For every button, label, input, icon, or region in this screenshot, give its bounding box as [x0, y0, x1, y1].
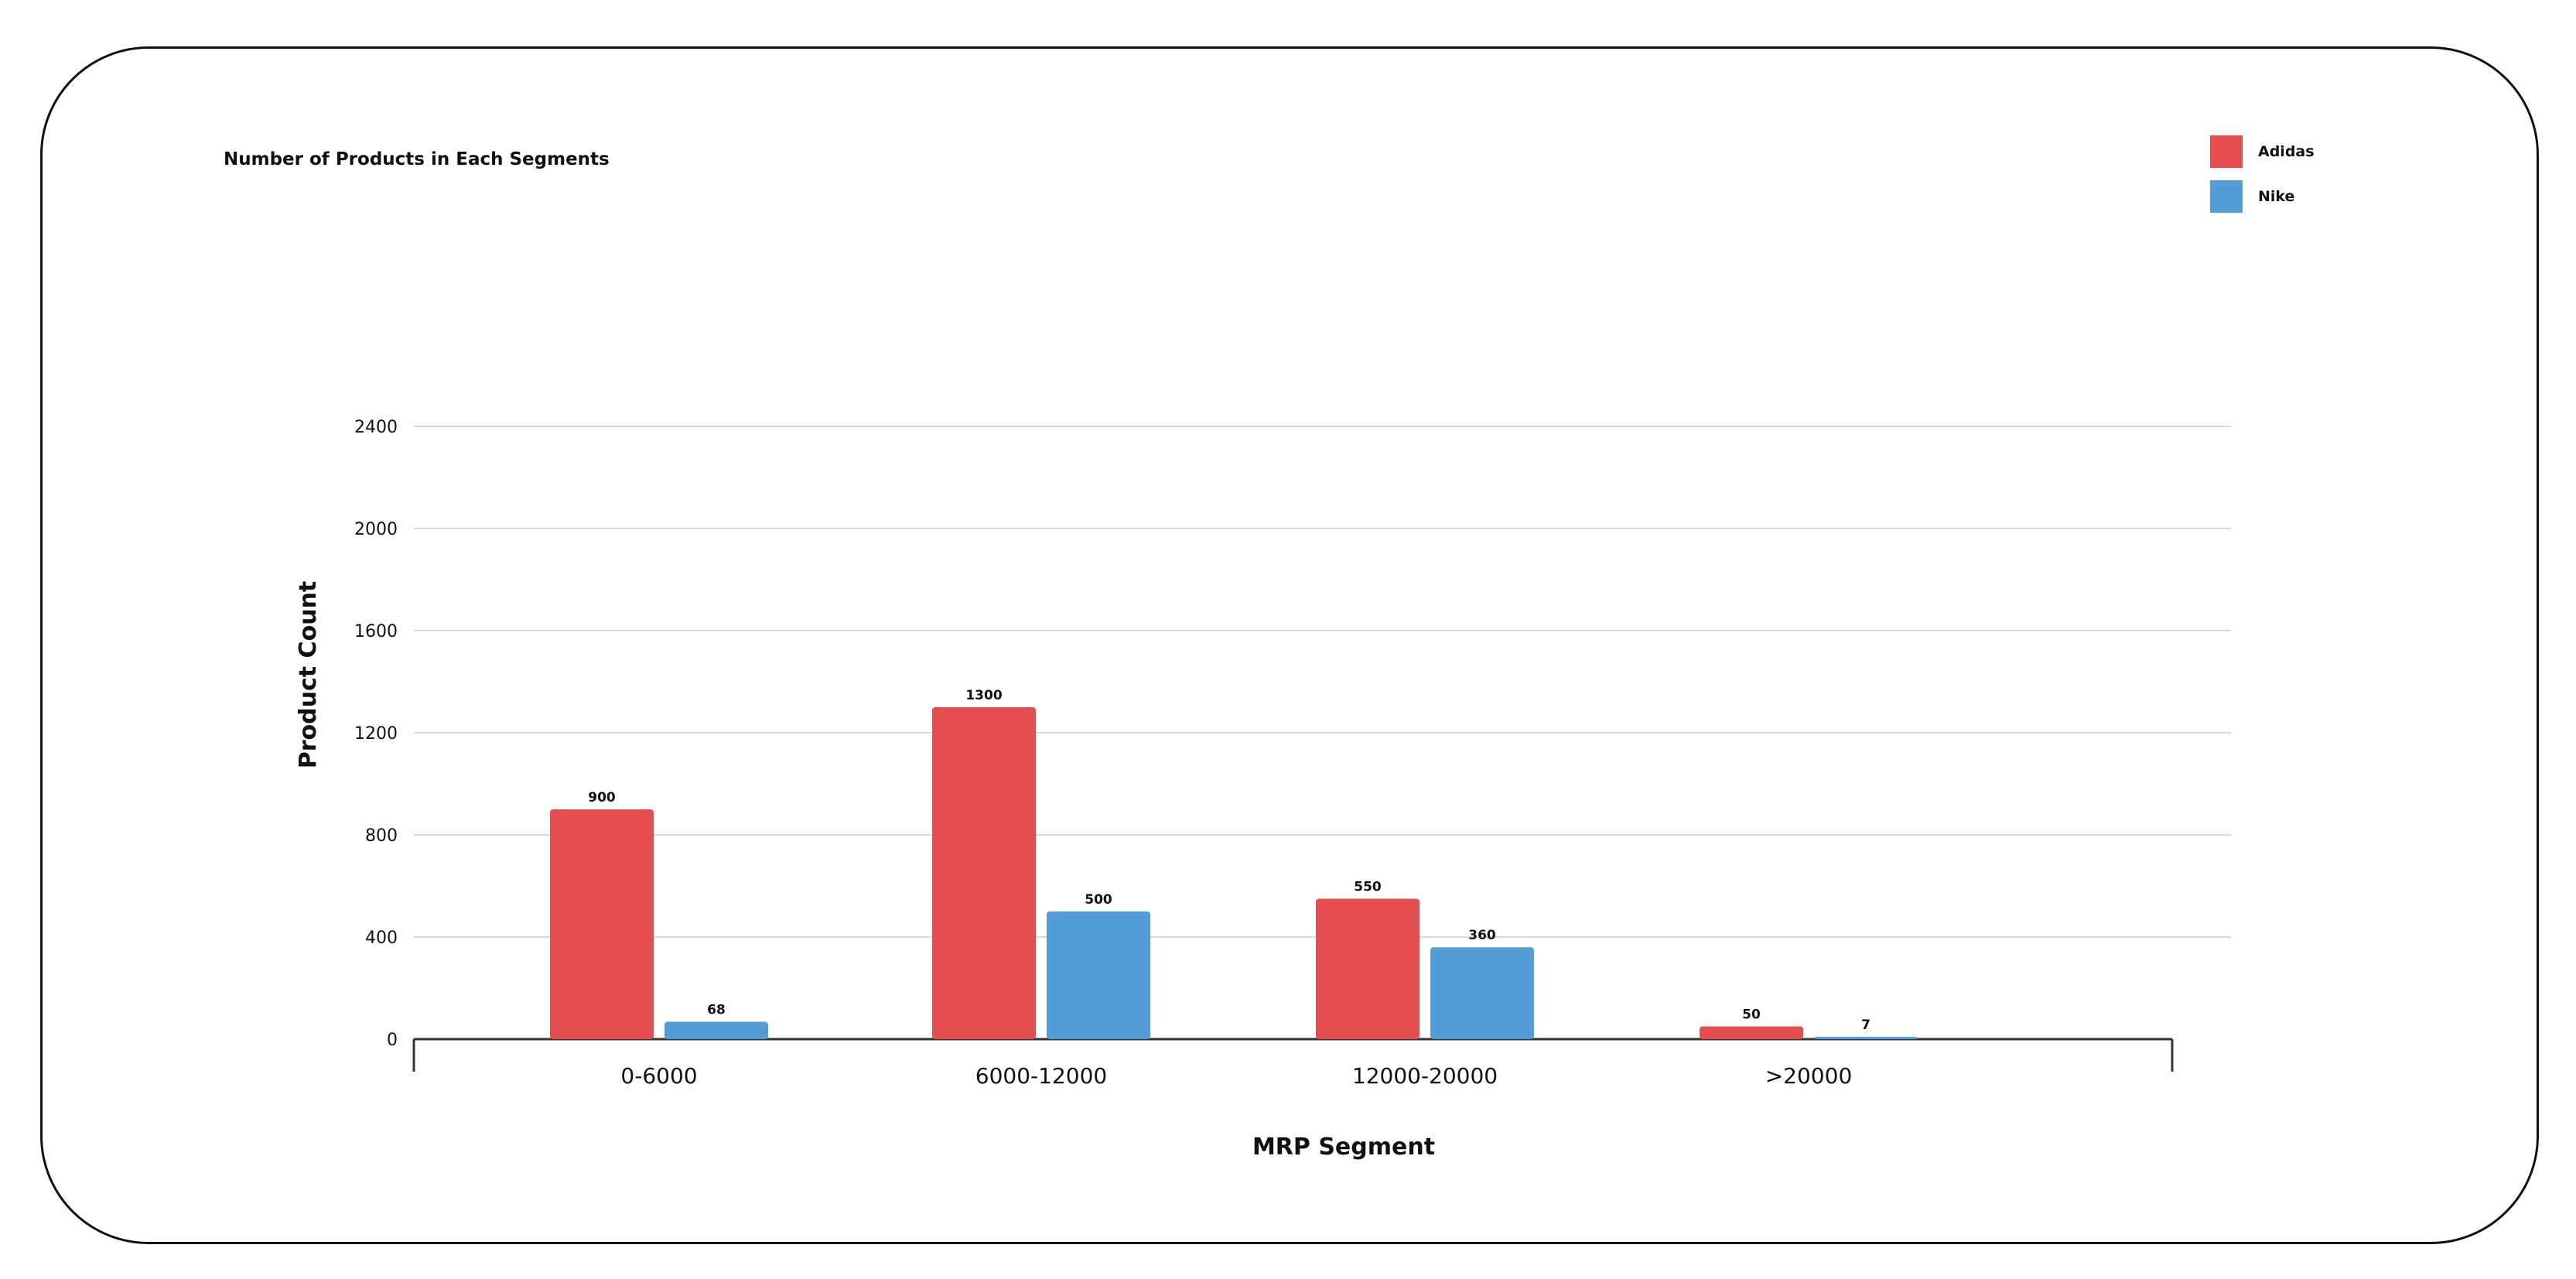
legend-swatch-nike — [2210, 180, 2243, 213]
data-label-adidas-2: 550 — [1354, 880, 1382, 895]
y-axis-title: Product Count — [295, 581, 322, 768]
x-tick-label-2: 12000-20000 — [1352, 1063, 1498, 1089]
data-label-nike-1: 500 — [1085, 892, 1112, 908]
legend-label-nike: Nike — [2258, 188, 2295, 205]
bar-adidas-1 — [932, 707, 1036, 1039]
legend-item-nike: Nike — [2210, 180, 2315, 214]
bar-nike-0 — [664, 1021, 768, 1039]
data-label-adidas-3: 50 — [1742, 1007, 1761, 1023]
chart-frame — [40, 46, 2539, 1244]
y-tick-label-1600: 1600 — [354, 622, 398, 641]
legend-item-adidas: Adidas — [2210, 135, 2315, 169]
bar-adidas-3 — [1700, 1026, 1803, 1039]
data-label-nike-2: 360 — [1468, 928, 1496, 943]
x-tick-label-0: 0-6000 — [620, 1063, 697, 1089]
bar-nike-2 — [1430, 947, 1534, 1039]
y-tick-label-800: 800 — [365, 826, 398, 846]
data-label-nike-0: 68 — [707, 1003, 726, 1018]
y-tick-label-400: 400 — [365, 928, 398, 948]
data-label-nike-3: 7 — [1861, 1017, 1871, 1033]
data-label-adidas-0: 900 — [588, 790, 616, 805]
bar-adidas-0 — [550, 809, 654, 1039]
y-tick-label-0: 0 — [387, 1031, 398, 1050]
x-axis-title: MRP Segment — [1252, 1134, 1435, 1161]
bar-nike-3 — [1814, 1037, 1918, 1039]
y-tick-label-2000: 2000 — [354, 520, 398, 539]
legend-swatch-adidas — [2210, 135, 2243, 168]
data-label-adidas-1: 1300 — [965, 688, 1002, 703]
legend: Adidas Nike — [2210, 135, 2315, 224]
x-tick-label-3: >20000 — [1765, 1063, 1853, 1089]
legend-label-adidas: Adidas — [2258, 143, 2315, 160]
bar-adidas-2 — [1316, 898, 1420, 1039]
bar-nike-1 — [1047, 911, 1150, 1039]
y-tick-label-1200: 1200 — [354, 724, 398, 744]
chart-title: Number of Products in Each Segments — [224, 149, 610, 169]
y-tick-label-2400: 2400 — [354, 418, 398, 437]
x-tick-label-1: 6000-12000 — [975, 1063, 1107, 1089]
